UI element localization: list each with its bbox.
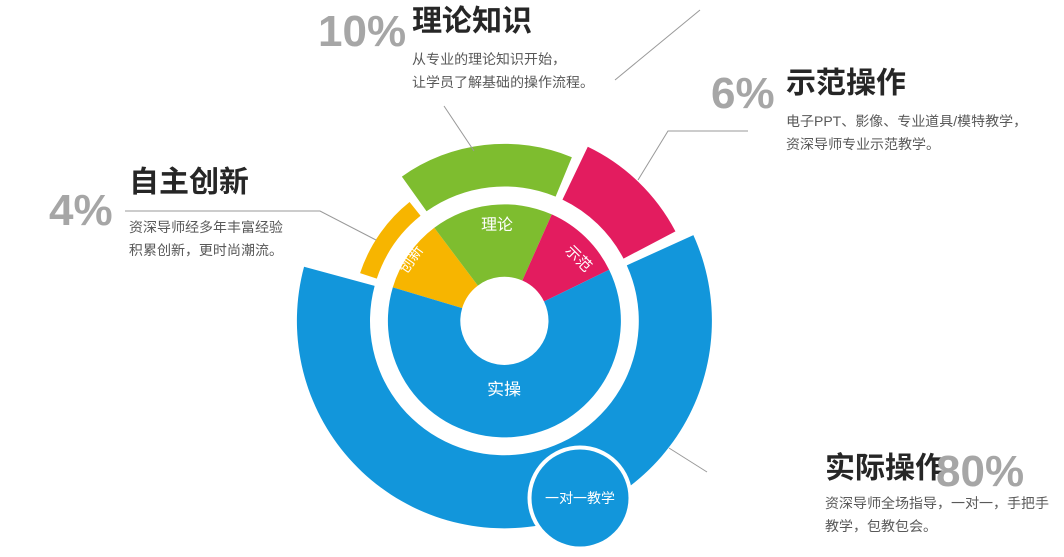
svg-text:理论: 理论 xyxy=(481,216,513,234)
svg-text:一对一教学: 一对一教学 xyxy=(545,490,615,506)
svg-text:实操: 实操 xyxy=(487,380,521,399)
